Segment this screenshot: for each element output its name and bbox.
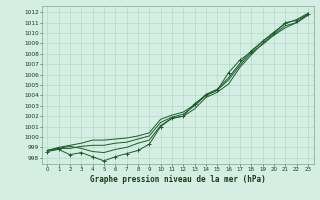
X-axis label: Graphe pression niveau de la mer (hPa): Graphe pression niveau de la mer (hPa) bbox=[90, 175, 266, 184]
